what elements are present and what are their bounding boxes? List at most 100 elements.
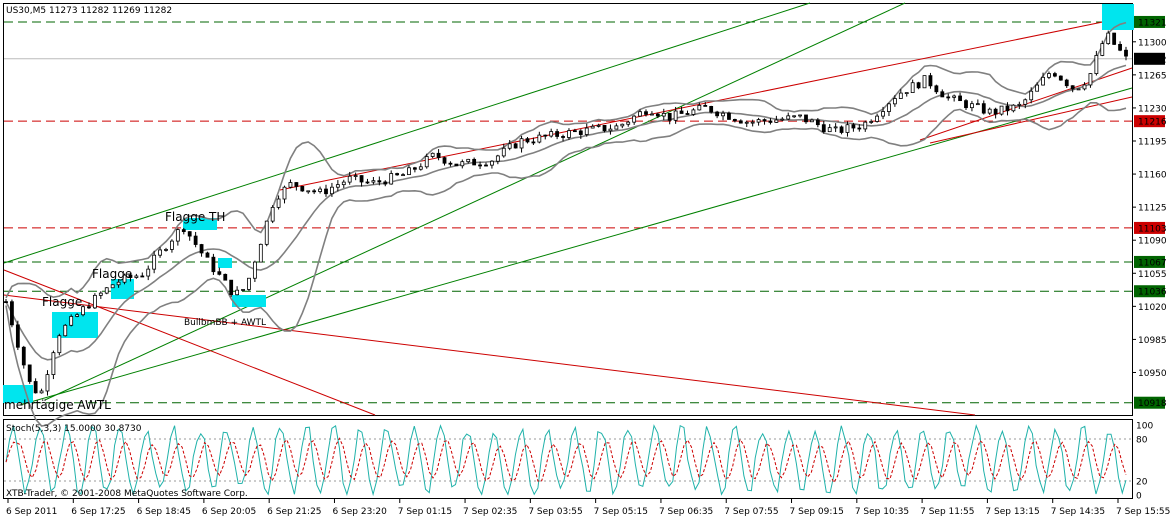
candle-body <box>578 130 583 135</box>
time-label: 7 Sep 11:55 <box>920 507 974 517</box>
candle-body <box>774 119 779 123</box>
candle-body <box>1076 88 1081 91</box>
candle-body <box>140 275 145 278</box>
candle-body <box>667 112 672 121</box>
time-label: 7 Sep 10:35 <box>855 507 909 517</box>
candle-body <box>1029 90 1034 101</box>
candle-body <box>330 186 334 195</box>
candle-body <box>4 301 8 304</box>
candle-body <box>175 229 180 242</box>
candle-body <box>620 123 625 127</box>
candle-body <box>146 268 151 277</box>
price-tick-label: 11230 <box>1138 104 1167 114</box>
candle-body <box>975 103 980 106</box>
level-label-bg <box>1134 396 1165 409</box>
candle-body <box>21 346 26 366</box>
candle-body <box>768 120 773 123</box>
candle-body <box>152 254 157 270</box>
price-tick-label: 11020 <box>1138 303 1167 313</box>
candle-body <box>655 113 660 117</box>
candle-body <box>685 113 690 115</box>
candle-body <box>715 111 720 117</box>
candle-body <box>1088 73 1093 86</box>
candle-body <box>306 190 311 193</box>
level-label-bg <box>1134 285 1165 298</box>
time-label: 6 Sep 23:20 <box>332 507 387 517</box>
candle-body <box>946 96 951 99</box>
level-label-bg <box>1134 15 1165 28</box>
candle-body <box>430 152 435 157</box>
trendline <box>3 294 976 416</box>
candle-body <box>92 294 97 309</box>
candle-body <box>472 158 477 166</box>
candle-body <box>407 167 411 176</box>
candle-body <box>57 335 62 354</box>
candle-body <box>164 249 168 251</box>
time-label: 7 Sep 13:15 <box>985 507 1039 517</box>
candle-body <box>122 274 127 283</box>
level-label: 10918 <box>1138 399 1167 409</box>
candle-body <box>821 124 826 133</box>
candle-body <box>644 111 648 115</box>
candle-body <box>478 164 482 167</box>
symbol-info: US30,M5 11273 11282 11269 11282 <box>6 6 172 16</box>
candle-body <box>1005 105 1010 112</box>
candle-body <box>804 114 808 123</box>
time-label: 7 Sep 06:35 <box>659 507 713 517</box>
highlight-box <box>218 258 232 268</box>
candle-body <box>199 244 204 254</box>
candle-body <box>590 125 595 129</box>
candle-body <box>412 167 417 170</box>
bollinger-upper <box>5 21 1127 299</box>
candle-body <box>507 143 512 149</box>
candle-body <box>1106 32 1111 45</box>
time-axis: 6 Sep 2011 6 Sep 17:25 6 Sep 18:45 6 Sep 20… <box>6 498 1170 517</box>
candle-body <box>1017 103 1022 106</box>
candle-body <box>158 249 162 256</box>
time-label: 6 Sep 21:25 <box>267 507 321 517</box>
candle-body <box>395 173 400 176</box>
candle-body <box>401 174 405 177</box>
candle-body <box>211 256 216 273</box>
candle-body <box>418 166 423 170</box>
candle-body <box>567 130 571 138</box>
candle-body <box>892 98 897 105</box>
price-tick-label: 11160 <box>1138 171 1167 181</box>
candle-body <box>424 156 429 168</box>
stoch-main-line <box>5 423 1127 497</box>
candle-body <box>863 121 868 130</box>
candle-body <box>484 164 488 167</box>
candle-body <box>833 126 838 129</box>
bollinger-lower <box>5 102 1127 427</box>
candle-body <box>887 103 891 112</box>
candle-body <box>638 111 642 117</box>
candle-body <box>697 104 702 111</box>
candle-body <box>732 119 737 122</box>
time-label: 7 Sep 09:15 <box>790 507 844 517</box>
candle-body <box>661 112 666 117</box>
price-tick-label: 11300 <box>1138 38 1167 48</box>
candle-body <box>928 75 933 87</box>
candle-body <box>1118 44 1122 51</box>
candle-body <box>1124 49 1128 57</box>
candle-body <box>993 108 998 115</box>
stoch-tick-label: 0 <box>1136 492 1142 502</box>
candle-body <box>531 141 536 144</box>
candle-body <box>608 128 613 132</box>
candle-body <box>110 284 115 289</box>
candle-body <box>1082 84 1087 90</box>
candle-body <box>495 155 500 162</box>
candle-body <box>572 130 577 133</box>
candle-body <box>104 287 109 294</box>
candle-body <box>650 113 654 116</box>
trendline <box>3 2 811 264</box>
candle-body <box>780 118 785 121</box>
candle-body <box>51 352 56 375</box>
candle-body <box>1112 32 1117 45</box>
annotation-bullbmbb: BullbmBB + AWTL <box>184 318 266 328</box>
stoch-tick-label: 20 <box>1136 478 1148 488</box>
candle-body <box>981 103 986 114</box>
level-label: 11216 <box>1138 118 1167 128</box>
candle-body <box>347 175 352 183</box>
stochastic-panel-frame <box>3 419 1133 499</box>
